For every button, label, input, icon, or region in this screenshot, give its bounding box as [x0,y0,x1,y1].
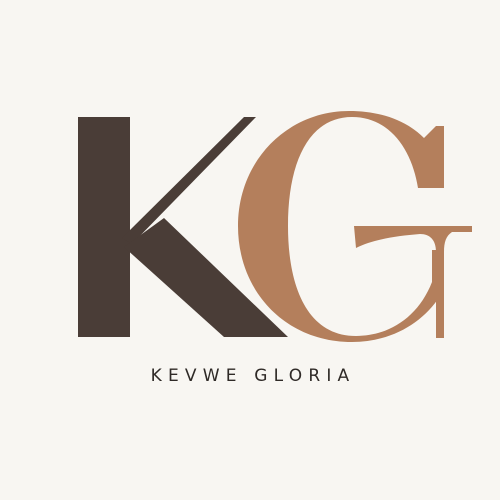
k-arm [122,117,256,244]
k-stem [78,117,130,337]
g-crossbar [354,226,472,338]
k-leg [124,218,288,337]
g-bowl [238,111,444,342]
brand-name: KEVWE GLORIA [150,366,356,386]
